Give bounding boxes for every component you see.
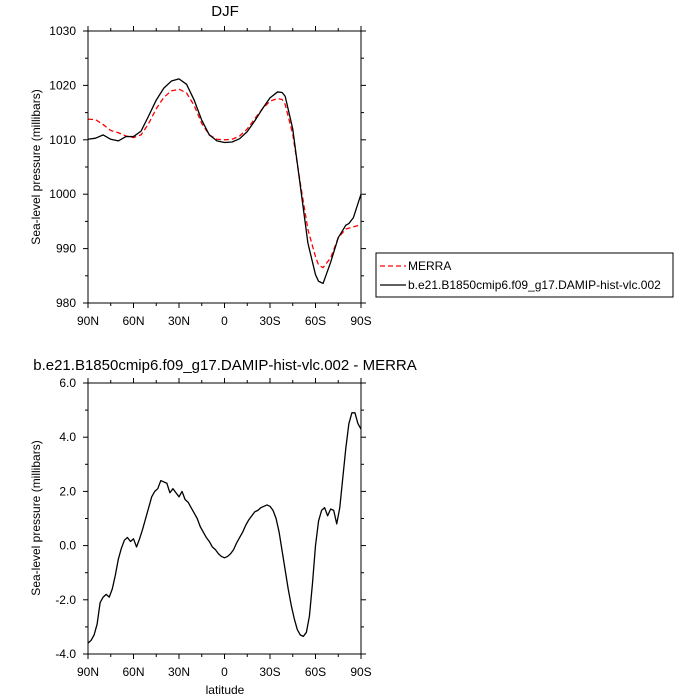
top-chart-series [87, 78, 362, 285]
top-x-tick-label: 60N [122, 314, 144, 328]
bottom-x-tick-label: 60N [122, 665, 144, 679]
top-y-tick-label: 1010 [49, 133, 76, 147]
top-x-tick-label: 90N [77, 314, 99, 328]
bottom-x-tick-label: 90S [350, 665, 371, 679]
bottom-chart-xlabel: latitude [206, 683, 245, 697]
bottom-x-tick-label: 30N [168, 665, 190, 679]
bottom-chart-title: b.e21.B1850cmip6.f09_g17.DAMIP-hist-vlc.… [33, 357, 417, 374]
bottom-y-tick-label: 2.0 [59, 484, 76, 498]
bottom-y-tick-label: -4.0 [55, 647, 76, 661]
bottom-x-tick-label: 90N [77, 665, 99, 679]
bottom-chart-frame [87, 382, 362, 655]
legend-model-label: b.e21.B1850cmip6.f09_g17.DAMIP-hist-vlc.… [408, 278, 661, 292]
top-x-tick-label: 60S [305, 314, 326, 328]
top-chart: DJF Sea-level pressure (millibars) 90N 60… [29, 3, 674, 328]
bottom-series-line-1 [87, 412, 362, 644]
bottom-chart: b.e21.B1850cmip6.f09_g17.DAMIP-hist-vlc.… [29, 357, 417, 697]
top-chart-axes: 90N 60N 30N 0 30S 60S 90S 980 990 1000 1010 1020 103… [49, 24, 371, 328]
bottom-x-tick-label: 0 [221, 665, 228, 679]
top-series-line-1 [87, 88, 362, 269]
bottom-y-tick-label: 6.0 [59, 376, 76, 390]
top-chart-title: DJF [211, 3, 239, 20]
top-chart-frame [87, 30, 362, 304]
bottom-y-tick-label: 4.0 [59, 430, 76, 444]
top-y-tick-label: 1000 [49, 187, 76, 201]
top-y-tick-label: 1020 [49, 78, 76, 92]
bottom-chart-series [87, 412, 362, 644]
bottom-x-tick-label: 30S [259, 665, 280, 679]
bottom-chart-axes: 90N 60N 30N 0 30S 60S 90S -4.0 -2.0 0.0 2.0 4.0 6.0 [55, 376, 371, 679]
legend-box [375, 252, 674, 298]
top-x-tick-label: 90S [350, 314, 371, 328]
top-x-tick-label: 0 [221, 314, 228, 328]
bottom-y-tick-label: -2.0 [55, 593, 76, 607]
top-chart-ylabel: Sea-level pressure (millibars) [29, 89, 43, 244]
bottom-y-tick-label: 0.0 [59, 539, 76, 553]
top-y-tick-label: 980 [56, 296, 76, 310]
top-x-tick-label: 30S [259, 314, 280, 328]
bottom-chart-ylabel: Sea-level pressure (millibars) [29, 440, 43, 595]
top-y-tick-label: 990 [56, 242, 76, 256]
top-y-tick-label: 1030 [49, 24, 76, 38]
bottom-x-tick-label: 60S [305, 665, 326, 679]
top-x-tick-label: 30N [168, 314, 190, 328]
legend: MERRA b.e21.B1850cmip6.f09_g17.DAMIP-his… [375, 252, 674, 298]
top-series-line-2 [87, 78, 362, 285]
legend-merra-label: MERRA [408, 259, 451, 273]
